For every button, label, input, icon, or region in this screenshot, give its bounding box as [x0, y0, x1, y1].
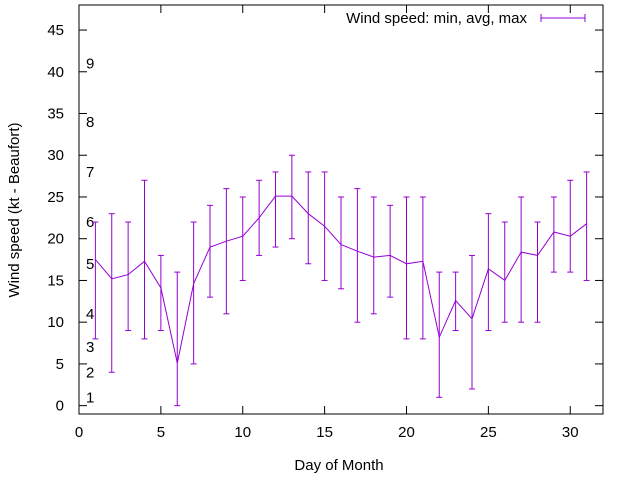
beaufort-label: 6	[86, 214, 94, 231]
beaufort-scale-labels: 1 2 3 4 5 6 7 8 9	[86, 55, 94, 406]
x-tick-label: 30	[562, 424, 579, 441]
x-tick-label: 5	[157, 424, 165, 441]
y-axis-title: Wind speed (kt - Beaufort)	[6, 122, 23, 297]
y-tick-label: 0	[56, 398, 64, 415]
plot-frame	[78, 4, 604, 415]
beaufort-label: 1	[86, 389, 94, 406]
y-tick-label: 5	[56, 356, 64, 373]
y-tick-label: 10	[47, 314, 64, 331]
y-tick-label: 30	[47, 147, 64, 164]
beaufort-label: 2	[86, 364, 94, 381]
y-tick-label: 25	[47, 189, 64, 206]
beaufort-label: 3	[86, 339, 94, 356]
x-tick-label: 15	[316, 424, 333, 441]
y-tick-label: 35	[47, 106, 64, 123]
x-axis: 0 5 10 15 20 25 30	[75, 5, 579, 441]
beaufort-label: 4	[86, 306, 94, 323]
x-tick-label: 25	[480, 424, 497, 441]
beaufort-label: 8	[86, 114, 94, 131]
series-group	[92, 154, 590, 407]
legend: Wind speed: min, avg, max	[346, 10, 586, 27]
beaufort-label: 9	[86, 55, 94, 72]
x-axis-title: Day of Month	[294, 457, 383, 474]
beaufort-label: 7	[86, 164, 94, 181]
y-tick-label: 40	[47, 64, 64, 81]
beaufort-label: 5	[86, 256, 94, 273]
x-tick-label: 0	[75, 424, 83, 441]
y-tick-label: 15	[47, 272, 64, 289]
x-tick-label: 10	[234, 424, 251, 441]
y-tick-label: 20	[47, 231, 64, 248]
legend-label: Wind speed: min, avg, max	[346, 10, 527, 27]
x-tick-label: 20	[398, 424, 415, 441]
y-tick-label: 45	[47, 22, 64, 39]
